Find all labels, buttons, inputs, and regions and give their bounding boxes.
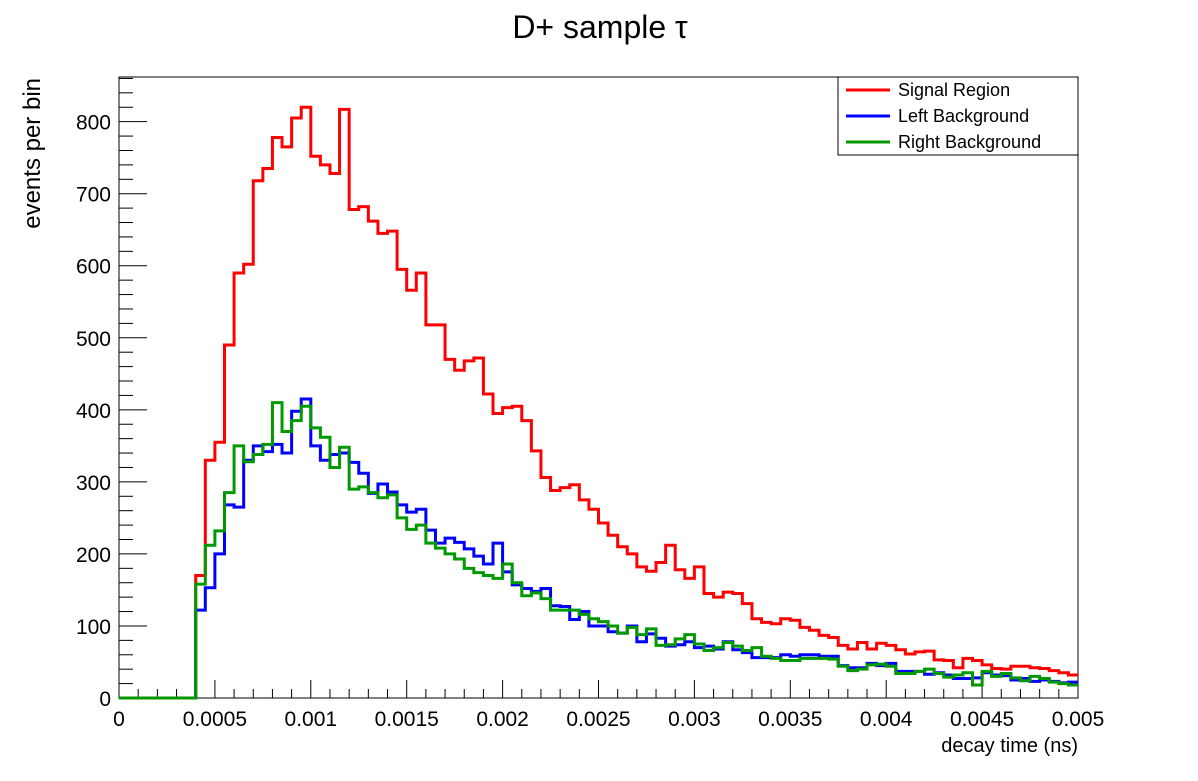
x-tick-label: 0.002 [476, 708, 529, 731]
y-tick-label: 700 [76, 184, 111, 207]
y-tick-label: 200 [76, 544, 111, 567]
x-tick-label: 0.0005 [183, 708, 247, 731]
x-axis: 0 0.0005 0.001 0.0015 0.002 0.0025 0.003 0.0035… [113, 680, 1104, 731]
y-tick-label: 300 [76, 472, 111, 495]
y-tick-label: 500 [76, 328, 111, 351]
x-tick-label: 0.001 [285, 708, 338, 731]
legend-label: Signal Region [898, 80, 1010, 100]
y-tick-label: 800 [76, 112, 111, 135]
series-signal-region [119, 105, 1078, 700]
x-tick-label: 0.0035 [758, 708, 822, 731]
x-tick-label: 0.0025 [566, 708, 630, 731]
x-axis-title: decay time (ns) [941, 735, 1078, 757]
series-right-background [119, 401, 1078, 700]
y-tick-label: 100 [76, 616, 111, 639]
legend-label: Right Background [898, 132, 1041, 152]
legend-item: Left Background [846, 106, 1029, 126]
x-tick-label: 0.004 [860, 708, 913, 731]
y-axis: 0 100 200 300 400 500 600 700 800 [76, 77, 147, 711]
x-tick-label: 0.003 [668, 708, 721, 731]
y-tick-label: 0 [99, 688, 111, 711]
y-tick-label: 400 [76, 400, 111, 423]
series-layer [119, 105, 1078, 700]
y-axis-title: events per bin [19, 78, 46, 229]
legend-label: Left Background [898, 106, 1029, 126]
legend: Signal Region Left Background Right Backgr… [837, 76, 1079, 156]
x-tick-label: 0 [113, 708, 125, 731]
series-line [119, 105, 1078, 700]
legend-item: Right Background [846, 132, 1041, 152]
chart-title: D+ sample τ [512, 9, 688, 45]
x-tick-label: 0.005 [1052, 708, 1105, 731]
x-tick-label: 0.0015 [375, 708, 439, 731]
y-tick-label: 600 [76, 256, 111, 279]
x-tick-label: 0.0045 [950, 708, 1014, 731]
legend-item: Signal Region [846, 80, 1010, 100]
series-line [119, 401, 1078, 700]
